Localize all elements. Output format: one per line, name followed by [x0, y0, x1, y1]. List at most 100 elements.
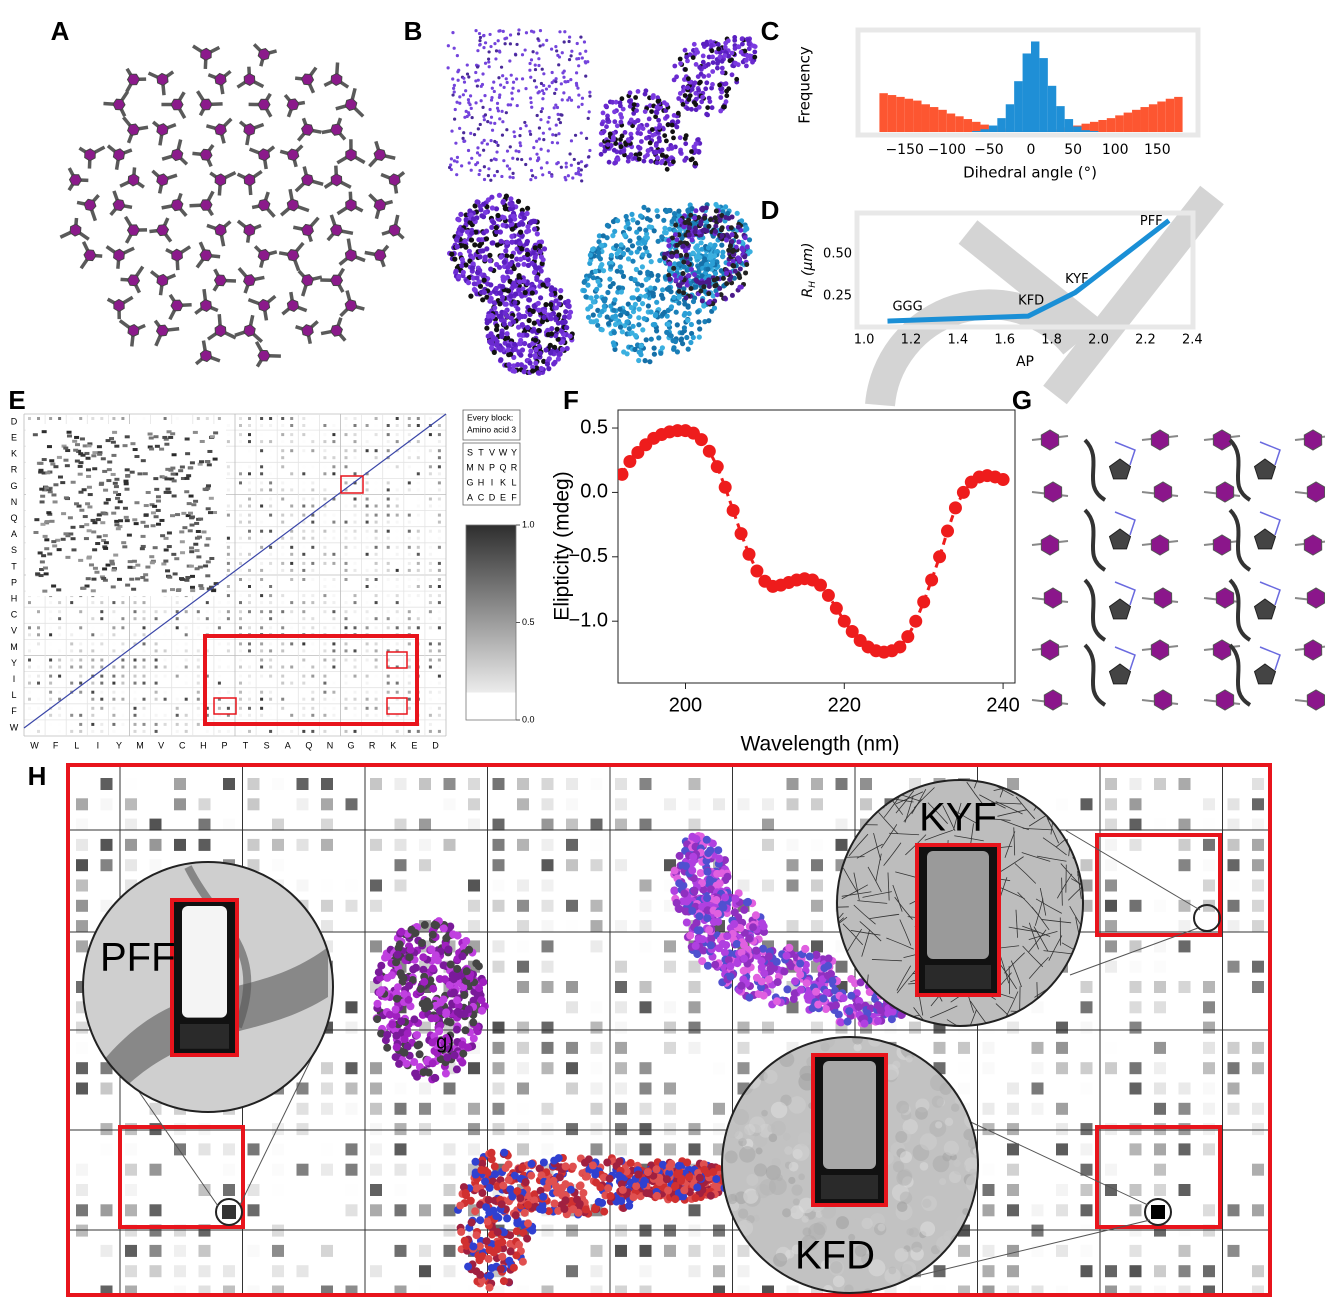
particle — [706, 267, 711, 272]
inset-molecule — [144, 514, 149, 517]
cell-dot — [239, 707, 242, 710]
cell-dot — [354, 498, 357, 501]
particle — [712, 306, 717, 311]
particle — [707, 300, 712, 305]
particle — [581, 97, 584, 100]
particle — [496, 144, 499, 147]
cell-dot — [112, 698, 115, 701]
cell-dot — [311, 617, 314, 620]
particle — [620, 96, 625, 101]
cell-dot — [366, 417, 369, 420]
cell-dot — [269, 424, 272, 427]
inset-molecule — [155, 445, 160, 448]
cell-dot — [417, 424, 420, 427]
cell-dot — [290, 594, 293, 597]
inset-molecule — [71, 526, 76, 529]
aromatic-ring — [1255, 599, 1276, 619]
inset-molecule — [71, 537, 76, 540]
particle — [498, 255, 503, 260]
particle — [683, 220, 688, 225]
molecule-ring — [85, 149, 96, 161]
cell-dot — [387, 449, 390, 452]
y-label-symbol: R — [800, 288, 816, 298]
cell-dot — [260, 730, 263, 733]
particle — [601, 111, 606, 116]
aromatic-ring — [1110, 529, 1131, 549]
cell-dot — [70, 723, 73, 726]
particle — [667, 261, 672, 266]
particle — [462, 77, 465, 80]
particle — [706, 291, 711, 296]
cell-dot — [239, 675, 242, 678]
cell-dot — [311, 505, 314, 508]
particle — [499, 239, 504, 244]
particle — [636, 315, 641, 320]
particle — [655, 105, 660, 110]
particle — [528, 349, 533, 354]
cell-dot — [438, 698, 441, 701]
particle — [635, 249, 640, 254]
cell-dot — [91, 610, 94, 613]
cell-dot — [387, 626, 390, 629]
cell-dot — [49, 642, 52, 645]
cell-dot — [281, 537, 284, 540]
particle — [494, 327, 499, 332]
particle — [490, 98, 493, 101]
cell-dot — [290, 698, 293, 701]
particle — [554, 305, 559, 310]
cell-dot — [28, 666, 31, 669]
particle — [528, 69, 531, 72]
cell-dot — [429, 569, 432, 572]
particle — [458, 102, 461, 105]
molecule-ring — [128, 225, 140, 236]
particle — [652, 352, 657, 357]
cell-dot — [387, 617, 390, 620]
cell-dot — [354, 449, 357, 452]
particle — [531, 250, 536, 255]
particle — [565, 165, 568, 168]
particle — [475, 270, 480, 275]
cell-dot — [354, 594, 357, 597]
cell-dot — [248, 537, 251, 540]
particle — [599, 152, 604, 157]
particle — [605, 223, 610, 228]
particle — [535, 153, 538, 156]
x-tick-label: 2.2 — [1135, 333, 1156, 348]
particle — [481, 72, 484, 75]
cell-dot — [239, 530, 242, 533]
molecule-ring — [128, 124, 140, 135]
particle — [471, 216, 476, 221]
particle — [649, 309, 654, 314]
cell-dot — [91, 642, 94, 645]
cell-dot — [387, 433, 390, 436]
cell-dot — [100, 714, 103, 717]
particle — [502, 302, 507, 307]
cell-dot — [438, 569, 441, 572]
cell-dot — [143, 659, 146, 662]
particle — [486, 142, 489, 145]
cell-dot — [281, 505, 284, 508]
cell-dot — [354, 417, 357, 420]
particle — [512, 130, 515, 133]
particle — [747, 237, 752, 242]
particle — [684, 335, 689, 340]
cell-dot — [269, 610, 272, 613]
cell-dot — [417, 578, 420, 581]
inset-molecule — [103, 512, 108, 515]
cell-dot — [302, 481, 305, 484]
cell-dot — [121, 659, 124, 662]
molecule-ring — [171, 149, 183, 161]
particle — [469, 237, 474, 242]
particle — [726, 86, 731, 91]
inset-molecule — [189, 495, 194, 498]
cell-dot — [260, 488, 263, 491]
cell-dot — [269, 546, 272, 549]
inset-molecule — [190, 586, 195, 589]
cell-dot — [438, 617, 441, 620]
cell-dot — [438, 578, 441, 581]
particle — [506, 81, 509, 84]
particle — [533, 338, 538, 343]
inset-molecule — [193, 500, 198, 503]
particle — [503, 248, 508, 253]
particle — [719, 243, 724, 248]
